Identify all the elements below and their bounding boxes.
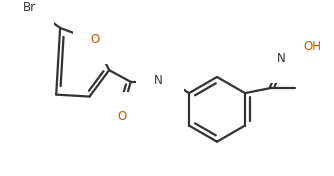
Text: O: O — [117, 110, 127, 123]
Text: OH: OH — [304, 40, 322, 53]
Text: N: N — [154, 74, 163, 87]
Text: N: N — [277, 52, 286, 65]
Text: H: H — [160, 76, 168, 86]
Text: Br: Br — [23, 1, 36, 14]
Text: O: O — [91, 33, 100, 46]
